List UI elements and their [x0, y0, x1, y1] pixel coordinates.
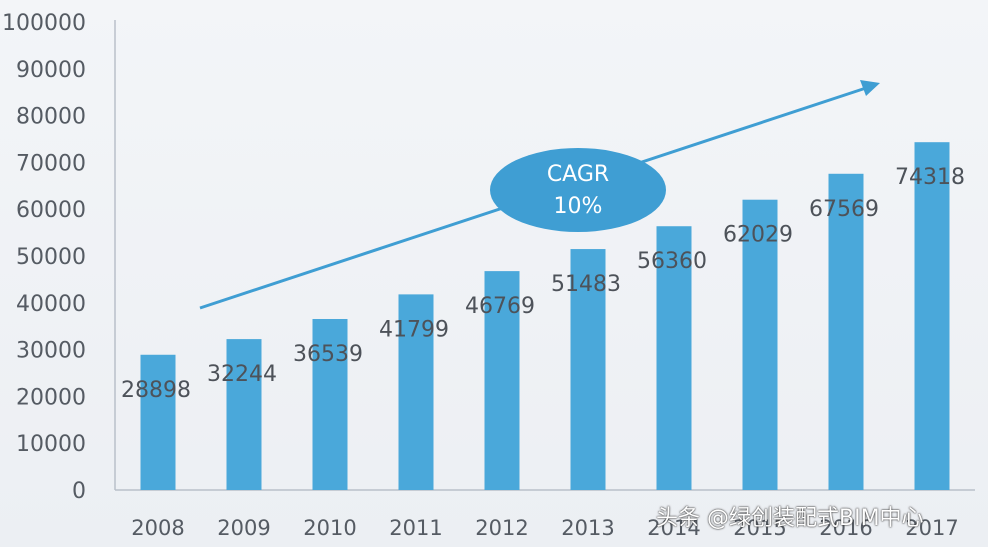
y-tick-label: 80000: [16, 105, 86, 130]
x-tick-label: 2010: [303, 516, 356, 540]
x-tick-label: 2013: [561, 516, 614, 540]
y-tick-label: 90000: [16, 58, 86, 83]
bar: [570, 249, 606, 490]
cagr-label: CAGR: [547, 162, 609, 187]
x-tick-label: 2016: [819, 516, 872, 540]
bars: [140, 142, 950, 490]
bar: [484, 271, 520, 490]
y-tick-label: 0: [72, 479, 86, 504]
bar: [742, 199, 778, 490]
trend-arrowhead: [860, 80, 880, 96]
x-tick-label: 2015: [733, 516, 786, 540]
x-tick-label: 2011: [389, 516, 442, 540]
y-tick-label: 100000: [2, 11, 86, 36]
bar: [312, 318, 348, 490]
x-tick-label: 2012: [475, 516, 528, 540]
y-tick-label: 70000: [16, 151, 86, 176]
data-label: 74318: [895, 165, 965, 190]
y-tick-label: 30000: [16, 339, 86, 364]
y-tick-label: 10000: [16, 432, 86, 457]
y-axis-ticks: 0 10000 20000 30000 40000 50000 60000 70000 8000…: [2, 11, 86, 504]
data-label: 28898: [121, 378, 191, 403]
bar: [226, 339, 262, 490]
data-label: 62029: [723, 223, 793, 248]
data-label: 67569: [809, 197, 879, 222]
bar: [656, 226, 692, 490]
y-tick-label: 20000: [16, 385, 86, 410]
x-tick-label: 2014: [647, 516, 700, 540]
y-tick-label: 60000: [16, 198, 86, 223]
data-label: 36539: [293, 342, 363, 367]
bar: [914, 142, 950, 490]
bar: [828, 173, 864, 490]
data-labels: 28898 32244 36539 41799 46769 51483 56360 62029…: [121, 165, 965, 403]
y-tick-label: 50000: [16, 245, 86, 270]
data-label: 56360: [637, 249, 707, 274]
y-tick-label: 40000: [16, 292, 86, 317]
cagr-value: 10%: [554, 194, 603, 219]
data-label: 41799: [379, 317, 449, 342]
x-tick-label: 2017: [905, 516, 958, 540]
cagr-annotation: CAGR 10%: [490, 148, 666, 232]
x-tick-label: 2008: [131, 516, 184, 540]
x-tick-label: 2009: [217, 516, 270, 540]
bar: [140, 354, 176, 490]
watermark: 头条 @绿创装配式BIM中心: [656, 506, 924, 531]
data-label: 32244: [207, 362, 277, 387]
x-axis-ticks: 2008 2009 2010 2011 2012 2013 2014 2015 2016 2017: [131, 516, 958, 540]
cagr-bubble: [490, 148, 666, 232]
bar: [398, 294, 434, 490]
data-label: 51483: [551, 272, 621, 297]
data-label: 46769: [465, 294, 535, 319]
